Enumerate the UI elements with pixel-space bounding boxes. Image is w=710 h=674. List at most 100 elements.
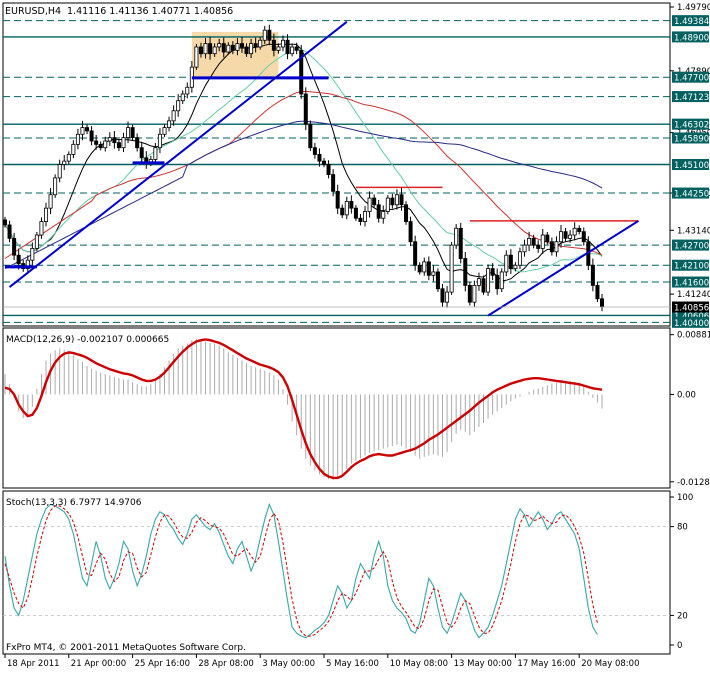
- candle-body: [212, 46, 217, 55]
- candle-body: [344, 201, 349, 216]
- x-axis-label: 25 Apr 16:00: [135, 659, 190, 669]
- candle-body: [499, 271, 504, 290]
- candle: [290, 43, 295, 57]
- candle: [349, 195, 354, 214]
- candle: [294, 42, 299, 55]
- candle-body: [549, 241, 554, 253]
- candle: [527, 231, 532, 252]
- level-tag-label: 1.45890: [674, 134, 709, 144]
- stoch-axis-label: 20: [677, 611, 688, 621]
- candle-body: [267, 29, 272, 41]
- candle: [458, 222, 463, 264]
- candle-body: [372, 197, 377, 206]
- x-axis-label: 13 May 00:00: [454, 659, 512, 669]
- candle: [157, 128, 162, 154]
- candle: [34, 231, 39, 252]
- candle: [308, 120, 313, 151]
- x-axis-label: 5 May 16:00: [326, 659, 379, 669]
- candle: [476, 272, 481, 291]
- candle-body: [208, 43, 213, 55]
- candle: [153, 142, 158, 164]
- candle-body: [417, 264, 422, 273]
- candle: [244, 43, 249, 57]
- current-price-tag: 1.40856: [672, 301, 709, 314]
- level-tag-label: 1.48900: [674, 33, 709, 43]
- candle-body: [490, 268, 495, 276]
- candle-body: [381, 211, 386, 219]
- candle: [230, 41, 235, 55]
- candle-body: [53, 177, 58, 196]
- candle: [381, 205, 386, 224]
- level-tag: 1.48900: [672, 31, 709, 43]
- candle-body: [390, 197, 395, 206]
- candle: [276, 43, 281, 54]
- copyright-text: FxPro MT4, © 2001-2011 MetaQuotes Softwa…: [6, 643, 246, 653]
- candle-body: [253, 43, 258, 48]
- stoch-title: Stoch(13,3,3) 6.7977 14.9706: [6, 498, 142, 508]
- candle-body: [317, 154, 322, 162]
- level-tag: 1.47123: [672, 91, 709, 103]
- level-tag-label: 1.40400: [674, 319, 709, 329]
- candle: [558, 225, 563, 248]
- level-tag-bg: [672, 159, 709, 170]
- candle-body: [39, 221, 44, 236]
- candle-body: [185, 86, 190, 95]
- candle: [495, 268, 500, 295]
- candle: [340, 204, 345, 219]
- symbol-label: EURUSD,H4: [5, 6, 61, 17]
- candle: [353, 205, 358, 221]
- candle: [536, 240, 541, 253]
- candle-body: [463, 258, 468, 286]
- level-tag-bg: [672, 118, 709, 130]
- level-tag-bg: [672, 31, 709, 43]
- candle: [94, 134, 99, 150]
- candle-body: [167, 120, 172, 128]
- candle-body: [504, 254, 509, 273]
- candle-body: [262, 29, 267, 41]
- candle-body: [239, 43, 244, 48]
- candle: [75, 128, 80, 150]
- price-axis-label: 1.49790: [677, 3, 710, 13]
- candle: [595, 281, 600, 303]
- level-tag-bg: [672, 259, 709, 271]
- candle-body: [294, 46, 299, 51]
- candle: [440, 283, 445, 307]
- candle-body: [426, 261, 431, 276]
- candle: [399, 188, 404, 211]
- candle: [3, 216, 8, 228]
- candle: [372, 194, 377, 209]
- candle-body: [435, 271, 440, 290]
- level-tag: 1.46302: [672, 118, 709, 131]
- candle: [435, 268, 440, 293]
- candle: [271, 33, 276, 57]
- candle: [85, 123, 90, 135]
- level-tag-label: 1.41600: [674, 279, 709, 289]
- candle-body: [226, 44, 231, 53]
- level-tag-label: 1.49384: [674, 17, 709, 27]
- level-tag-label: 1.47123: [674, 93, 709, 103]
- price-axis-label: 1.43140: [677, 226, 710, 236]
- candle-body: [89, 130, 94, 142]
- level-tag: 1.49384: [672, 15, 709, 27]
- level-tag-bg: [672, 71, 709, 83]
- candle: [280, 35, 285, 52]
- candle: [89, 126, 94, 146]
- level-tag: 1.42100: [672, 259, 709, 272]
- candle: [404, 201, 409, 225]
- x-axis-label: 3 May 00:00: [262, 659, 315, 669]
- candle: [162, 124, 167, 137]
- candle: [262, 25, 267, 45]
- candle-body: [363, 211, 368, 222]
- candle-body: [62, 160, 67, 165]
- candle: [208, 36, 213, 60]
- candle-body: [71, 143, 76, 155]
- candle: [235, 38, 240, 56]
- candle-body: [107, 137, 112, 142]
- candle-body: [121, 137, 126, 149]
- candle: [385, 195, 390, 215]
- candle: [408, 216, 413, 247]
- candle-body: [554, 241, 559, 253]
- candle: [71, 140, 76, 159]
- level-tag-bg: [672, 132, 709, 144]
- candle-body: [308, 123, 313, 149]
